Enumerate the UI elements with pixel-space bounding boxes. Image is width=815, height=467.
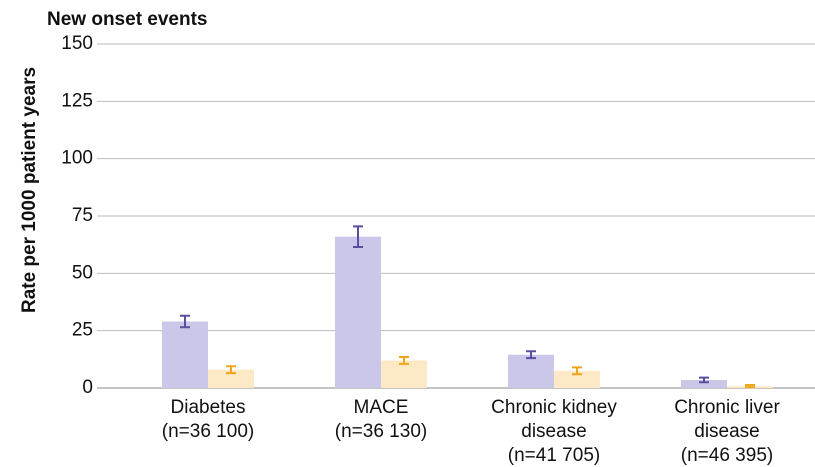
bar [508,354,554,388]
error-bar [572,366,582,376]
x-tick-label: (n=46 395) [681,445,773,466]
bar [681,379,727,388]
y-axis-label: Rate per 1000 patient years [19,67,40,313]
error-bar [699,376,709,384]
bar [335,236,381,388]
y-tick-label: 150 [61,33,93,54]
x-tick-label: (n=41 705) [508,445,600,466]
x-tick-label: Chronic kidney [491,397,617,418]
x-tick-label: Diabetes [171,397,246,418]
error-bar [745,384,755,389]
chart-title: New onset events [47,9,208,30]
y-tick-label: 125 [61,90,93,111]
bar [162,321,208,388]
y-tick-label: 75 [72,205,93,226]
x-tick-label: Chronic liver [674,397,780,418]
x-tick-label: MACE [354,397,409,418]
bar [554,370,600,388]
error-bar [399,356,409,365]
error-bar [226,365,236,375]
y-tick-label: 100 [61,148,93,169]
bar [208,369,254,388]
error-bar [526,350,536,360]
x-tick-label: disease [521,421,587,442]
bar [381,360,427,388]
x-tick-label: (n=36 100) [162,421,254,442]
x-tick-label: (n=36 130) [335,421,427,442]
y-tick-label: 25 [72,320,93,341]
y-tick-label: 50 [72,262,93,283]
error-bar [353,225,363,248]
y-tick-label: 0 [82,377,93,398]
x-tick-label: disease [694,421,760,442]
error-bar [180,314,190,329]
